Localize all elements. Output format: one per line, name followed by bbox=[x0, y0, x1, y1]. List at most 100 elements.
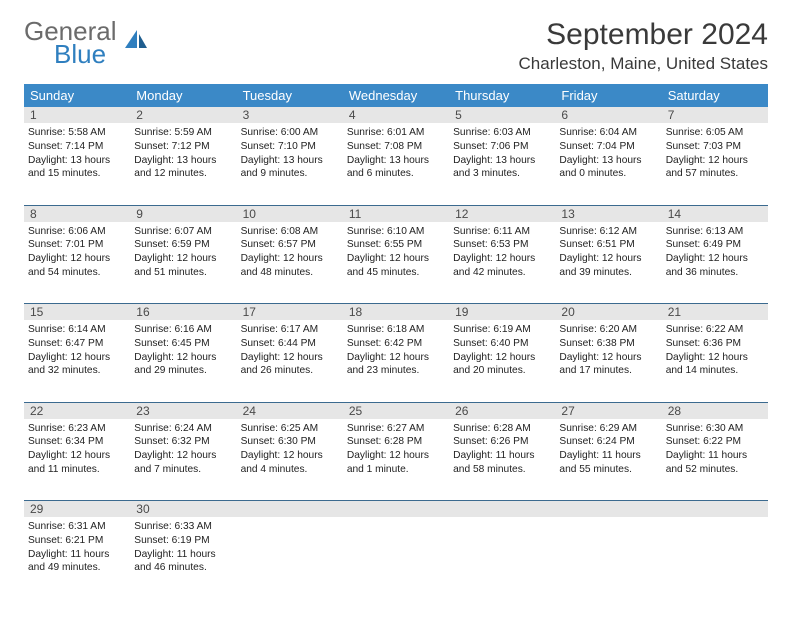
day-cell bbox=[449, 517, 555, 599]
day-cell: Sunrise: 6:24 AMSunset: 6:32 PMDaylight:… bbox=[130, 419, 236, 501]
day-line: and 32 minutes. bbox=[28, 364, 126, 378]
day-line: Sunrise: 6:16 AM bbox=[134, 323, 232, 337]
day-line: Sunrise: 6:14 AM bbox=[28, 323, 126, 337]
day-number: 25 bbox=[343, 402, 449, 419]
day-line: Daylight: 12 hours bbox=[134, 252, 232, 266]
day-number: 23 bbox=[130, 402, 236, 419]
day-line: and 48 minutes. bbox=[241, 266, 339, 280]
daynum-row: 891011121314 bbox=[24, 205, 768, 222]
day-cell: Sunrise: 6:03 AMSunset: 7:06 PMDaylight:… bbox=[449, 123, 555, 205]
day-line: Sunrise: 6:33 AM bbox=[134, 520, 232, 534]
day-number: 2 bbox=[130, 107, 236, 123]
day-line: Daylight: 12 hours bbox=[666, 351, 764, 365]
day-line: Daylight: 13 hours bbox=[559, 154, 657, 168]
day-line: and 26 minutes. bbox=[241, 364, 339, 378]
day-cell: Sunrise: 6:33 AMSunset: 6:19 PMDaylight:… bbox=[130, 517, 236, 599]
day-number: 14 bbox=[662, 205, 768, 222]
day-number: 10 bbox=[237, 205, 343, 222]
day-line: Daylight: 12 hours bbox=[241, 252, 339, 266]
day-number: 7 bbox=[662, 107, 768, 123]
day-line: Sunset: 6:42 PM bbox=[347, 337, 445, 351]
day-number: 3 bbox=[237, 107, 343, 123]
day-number: 9 bbox=[130, 205, 236, 222]
day-line: and 51 minutes. bbox=[134, 266, 232, 280]
weekday-header: Friday bbox=[555, 84, 661, 107]
day-line: and 6 minutes. bbox=[347, 167, 445, 181]
day-line: Sunset: 6:24 PM bbox=[559, 435, 657, 449]
day-line: Daylight: 12 hours bbox=[666, 154, 764, 168]
month-title: September 2024 bbox=[519, 18, 768, 52]
day-line: Daylight: 11 hours bbox=[28, 548, 126, 562]
calendar-page: General Blue September 2024 Charleston, … bbox=[0, 0, 792, 617]
day-line: Daylight: 12 hours bbox=[559, 351, 657, 365]
day-line: Sunset: 7:12 PM bbox=[134, 140, 232, 154]
day-line: Sunrise: 6:12 AM bbox=[559, 225, 657, 239]
day-number: 29 bbox=[24, 501, 130, 518]
day-cell: Sunrise: 6:14 AMSunset: 6:47 PMDaylight:… bbox=[24, 320, 130, 402]
day-line: Sunset: 7:10 PM bbox=[241, 140, 339, 154]
day-number: 28 bbox=[662, 402, 768, 419]
day-line: and 42 minutes. bbox=[453, 266, 551, 280]
day-cell: Sunrise: 5:58 AMSunset: 7:14 PMDaylight:… bbox=[24, 123, 130, 205]
day-number: 18 bbox=[343, 304, 449, 321]
day-number: 6 bbox=[555, 107, 661, 123]
week-row: Sunrise: 6:14 AMSunset: 6:47 PMDaylight:… bbox=[24, 320, 768, 402]
day-number: 21 bbox=[662, 304, 768, 321]
day-line: and 4 minutes. bbox=[241, 463, 339, 477]
day-cell: Sunrise: 6:30 AMSunset: 6:22 PMDaylight:… bbox=[662, 419, 768, 501]
day-line: and 7 minutes. bbox=[134, 463, 232, 477]
weekday-header: Monday bbox=[130, 84, 236, 107]
day-number: 26 bbox=[449, 402, 555, 419]
day-line: Sunset: 6:38 PM bbox=[559, 337, 657, 351]
day-cell: Sunrise: 5:59 AMSunset: 7:12 PMDaylight:… bbox=[130, 123, 236, 205]
day-line: Sunrise: 6:04 AM bbox=[559, 126, 657, 140]
day-number bbox=[449, 501, 555, 518]
day-line: Daylight: 12 hours bbox=[28, 449, 126, 463]
day-line: Daylight: 11 hours bbox=[134, 548, 232, 562]
week-row: Sunrise: 5:58 AMSunset: 7:14 PMDaylight:… bbox=[24, 123, 768, 205]
day-number bbox=[555, 501, 661, 518]
day-line: and 58 minutes. bbox=[453, 463, 551, 477]
day-line: Sunset: 6:22 PM bbox=[666, 435, 764, 449]
day-line: and 55 minutes. bbox=[559, 463, 657, 477]
day-line: and 17 minutes. bbox=[559, 364, 657, 378]
day-line: Sunrise: 6:18 AM bbox=[347, 323, 445, 337]
weekday-header-row: Sunday Monday Tuesday Wednesday Thursday… bbox=[24, 84, 768, 107]
day-cell: Sunrise: 6:05 AMSunset: 7:03 PMDaylight:… bbox=[662, 123, 768, 205]
day-line: Sunset: 6:30 PM bbox=[241, 435, 339, 449]
day-cell: Sunrise: 6:18 AMSunset: 6:42 PMDaylight:… bbox=[343, 320, 449, 402]
day-cell: Sunrise: 6:17 AMSunset: 6:44 PMDaylight:… bbox=[237, 320, 343, 402]
day-line: and 0 minutes. bbox=[559, 167, 657, 181]
title-block: September 2024 Charleston, Maine, United… bbox=[519, 18, 768, 74]
day-line: Sunrise: 5:59 AM bbox=[134, 126, 232, 140]
daynum-row: 22232425262728 bbox=[24, 402, 768, 419]
day-line: Daylight: 11 hours bbox=[559, 449, 657, 463]
day-line: Daylight: 12 hours bbox=[28, 351, 126, 365]
day-line: and 14 minutes. bbox=[666, 364, 764, 378]
day-line: Sunset: 6:51 PM bbox=[559, 238, 657, 252]
daynum-row: 1234567 bbox=[24, 107, 768, 123]
day-line: and 1 minute. bbox=[347, 463, 445, 477]
day-number bbox=[343, 501, 449, 518]
day-line: Sunset: 7:01 PM bbox=[28, 238, 126, 252]
day-cell bbox=[237, 517, 343, 599]
day-line: and 49 minutes. bbox=[28, 561, 126, 575]
day-line: Sunrise: 6:01 AM bbox=[347, 126, 445, 140]
day-line: Daylight: 12 hours bbox=[347, 351, 445, 365]
day-line: Sunset: 7:06 PM bbox=[453, 140, 551, 154]
weekday-header: Tuesday bbox=[237, 84, 343, 107]
day-line: and 15 minutes. bbox=[28, 167, 126, 181]
day-number: 4 bbox=[343, 107, 449, 123]
day-line: Sunset: 6:57 PM bbox=[241, 238, 339, 252]
day-line: and 45 minutes. bbox=[347, 266, 445, 280]
day-cell: Sunrise: 6:25 AMSunset: 6:30 PMDaylight:… bbox=[237, 419, 343, 501]
day-line: Daylight: 12 hours bbox=[241, 449, 339, 463]
day-number bbox=[662, 501, 768, 518]
day-cell: Sunrise: 6:07 AMSunset: 6:59 PMDaylight:… bbox=[130, 222, 236, 304]
week-row: Sunrise: 6:23 AMSunset: 6:34 PMDaylight:… bbox=[24, 419, 768, 501]
day-line: Daylight: 12 hours bbox=[666, 252, 764, 266]
day-line: Daylight: 11 hours bbox=[453, 449, 551, 463]
day-line: and 3 minutes. bbox=[453, 167, 551, 181]
day-cell: Sunrise: 6:08 AMSunset: 6:57 PMDaylight:… bbox=[237, 222, 343, 304]
day-line: Sunrise: 6:13 AM bbox=[666, 225, 764, 239]
